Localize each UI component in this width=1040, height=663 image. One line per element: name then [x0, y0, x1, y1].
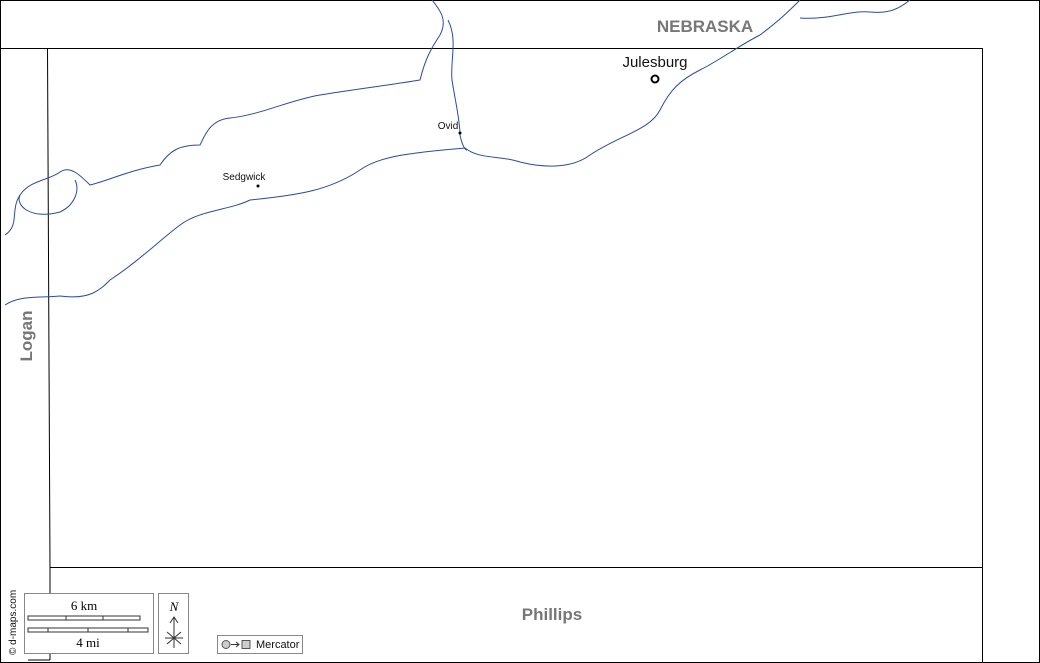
region-label: NEBRASKA — [657, 17, 753, 36]
region-label: Logan — [17, 311, 36, 362]
scale-label: 4 mi — [76, 635, 100, 650]
town-label: Ovid — [438, 121, 459, 132]
north-arrow: N — [158, 593, 189, 654]
county-seat-marker — [650, 74, 660, 84]
county-seat-label: Julesburg — [622, 54, 687, 71]
scale-label: 6 km — [71, 598, 97, 613]
scale-bar: 6 km 4 mi — [24, 593, 154, 654]
credit: © d-maps.com — [8, 590, 19, 655]
rivers — [4, 0, 911, 306]
projection-box: Mercator — [217, 635, 303, 654]
borders — [0, 47, 983, 663]
projection-label: Mercator — [256, 639, 300, 651]
town-label: Sedgwick — [223, 172, 267, 183]
north-label: N — [169, 599, 180, 614]
town-marker — [256, 184, 260, 188]
region-label: Phillips — [522, 605, 582, 624]
town-marker — [458, 131, 462, 135]
